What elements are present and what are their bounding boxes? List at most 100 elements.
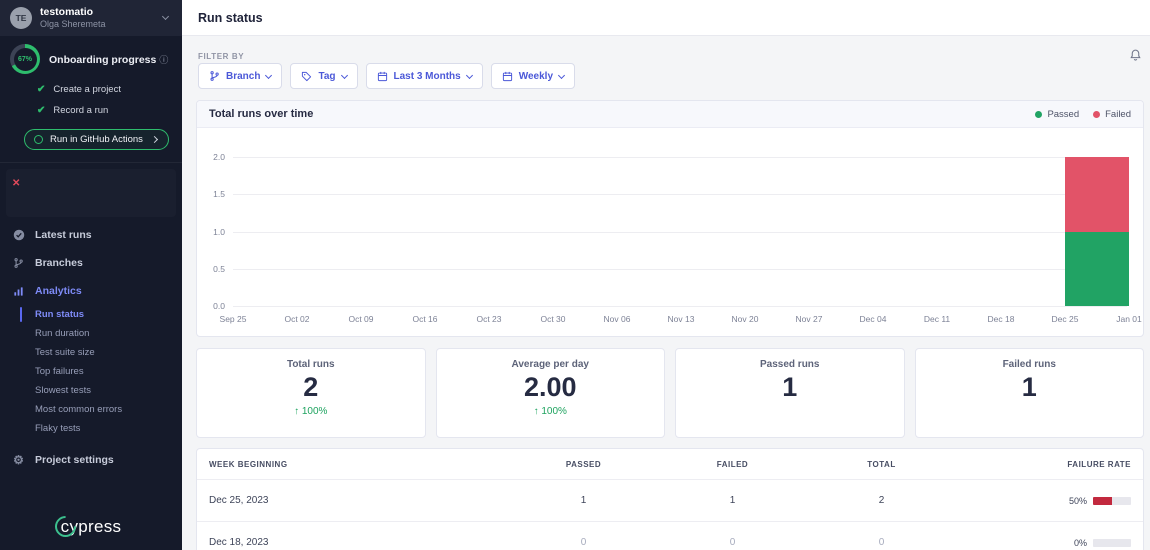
- subnav-item-slowest-tests[interactable]: Slowest tests: [0, 381, 182, 400]
- x-axis-tick: Dec 18: [987, 314, 1015, 324]
- avatar: TE: [10, 7, 32, 29]
- cell-week: Dec 25, 2023: [209, 495, 269, 506]
- branch-icon: [12, 257, 25, 269]
- bar-passed[interactable]: [1065, 231, 1129, 306]
- table-row[interactable]: Dec 25, 2023 1 1 2 50%: [197, 479, 1143, 521]
- sidebar: TE testomatio Olga Sheremeta 67% Onboard…: [0, 0, 182, 550]
- y-axis-tick: 1.0: [213, 226, 225, 237]
- x-axis-tick: Nov 27: [795, 314, 823, 324]
- onboarding-step-label: Record a run: [53, 105, 109, 116]
- table-body: Dec 25, 2023 1 1 2 50% Dec 18, 2023 0 0 0 0%: [197, 479, 1143, 550]
- stat-delta: ↑ 100%: [533, 406, 567, 418]
- nav-label: Latest runs: [35, 229, 92, 241]
- filter-branch-button[interactable]: Branch: [198, 63, 283, 89]
- chart-title: Total runs over time: [209, 108, 314, 120]
- total-runs-chart-card: Total runs over time Passed Failed 2.0 1.5…: [196, 100, 1144, 337]
- stat-label: Passed runs: [760, 359, 820, 370]
- notifications-bell-icon[interactable]: [1129, 48, 1142, 67]
- chevron-down-icon: [265, 71, 273, 79]
- tag-icon: [301, 71, 312, 82]
- org-name: testomatio: [40, 6, 94, 19]
- filter-weekly-button[interactable]: Weekly: [490, 63, 576, 89]
- y-axis-tick: 2.0: [213, 152, 225, 162]
- stat-card-failed-runs: Failed runs 1: [914, 348, 1144, 438]
- filter-tag-button[interactable]: Tag: [290, 63, 358, 89]
- sidebar-item-project-settings[interactable]: ⚙ Project settings: [0, 446, 182, 474]
- legend-label: Failed: [1105, 108, 1131, 120]
- run-in-github-actions-button[interactable]: Run in GitHub Actions: [24, 129, 169, 150]
- cell-total: 2: [878, 495, 885, 506]
- stat-label: Average per day: [511, 359, 589, 370]
- legend-item-passed[interactable]: Passed: [1035, 109, 1079, 120]
- onboarding-step: ✔ Record a run: [37, 105, 172, 116]
- table-row[interactable]: Dec 18, 2023 0 0 0 0%: [197, 521, 1143, 550]
- subnav-item-top-failures[interactable]: Top failures: [0, 362, 182, 381]
- bar-failed[interactable]: [1065, 157, 1129, 232]
- chevron-down-icon: [161, 12, 170, 21]
- subnav-item-flaky-tests[interactable]: Flaky tests: [0, 419, 182, 438]
- subnav-item-run-status[interactable]: Run status: [0, 305, 182, 324]
- cell-week: Dec 18, 2023: [209, 537, 269, 548]
- calendar-icon: [502, 71, 513, 82]
- stat-delta: ↑ 100%: [294, 406, 328, 418]
- analytics-subnav: Run status Run duration Test suite size Top…: [0, 305, 182, 438]
- weekly-runs-table-card: WEEK BEGINNING PASSED FAILED TOTAL FAILURE R…: [196, 448, 1144, 550]
- filter-label: Weekly: [518, 70, 554, 82]
- sidebar-item-analytics[interactable]: Analytics: [0, 277, 182, 305]
- filter-row: Branch Tag Last 3 Months Weekly: [198, 63, 576, 89]
- filter-label: Branch: [226, 70, 261, 82]
- filter-label: Last 3 Months: [393, 70, 461, 82]
- page-title: Run status: [198, 10, 263, 25]
- failure-rate-bar: [1093, 538, 1131, 547]
- filter-last-3-months-button[interactable]: Last 3 Months: [365, 63, 483, 89]
- bar-chart-icon: [12, 286, 25, 297]
- stat-value: 2.00: [523, 372, 577, 402]
- cell-failure-rate: 50%: [956, 496, 1131, 506]
- legend-dot-icon: [1035, 110, 1043, 118]
- gridline: [233, 268, 1127, 270]
- failure-rate-fill: [1093, 496, 1112, 505]
- y-axis-tick: 0.5: [213, 263, 225, 274]
- sidebar-item-branches[interactable]: Branches: [0, 249, 182, 277]
- cell-failure-rate: 0%: [956, 538, 1131, 548]
- legend-label: Passed: [1047, 108, 1080, 120]
- info-icon[interactable]: ⓘ: [159, 54, 169, 65]
- cypress-logo-text: cypress: [60, 517, 122, 536]
- table-header-cell: TOTAL: [867, 459, 896, 469]
- subnav-label: Test suite size: [35, 347, 95, 358]
- cell-failed: 1: [729, 495, 736, 506]
- stat-value: 1: [782, 372, 798, 402]
- nav-label: Project settings: [35, 454, 114, 466]
- subnav-item-test-suite-size[interactable]: Test suite size: [0, 343, 182, 362]
- filter-label: Tag: [318, 70, 336, 82]
- chevron-down-icon: [340, 71, 348, 79]
- x-axis-tick: Sep 25: [219, 314, 247, 324]
- legend-item-failed[interactable]: Failed: [1093, 109, 1131, 120]
- subnav-label: Slowest tests: [35, 385, 91, 396]
- x-axis-tick: Dec 04: [859, 314, 887, 324]
- x-axis-tick: Jan 01: [1116, 314, 1142, 324]
- x-axis-tick: Dec 25: [1051, 314, 1079, 324]
- subnav-label: Run duration: [35, 328, 90, 339]
- chart-plot-area: 2.0 1.5 1.0 0.5 0.0 Sep 25 Oct 02 Oct 09 Oct 16 O…: [197, 128, 1143, 336]
- onboarding-step: ✔ Create a project: [37, 84, 172, 95]
- subnav-label: Most common errors: [35, 404, 123, 415]
- org-switcher[interactable]: TE testomatio Olga Sheremeta: [0, 0, 182, 36]
- subnav-item-run-duration[interactable]: Run duration: [0, 324, 182, 343]
- gridline: [233, 306, 1127, 307]
- circle-icon: [34, 135, 43, 144]
- subnav-item-most-common-errors[interactable]: Most common errors: [0, 400, 182, 419]
- legend-dot-icon: [1093, 110, 1101, 118]
- stat-card-total-runs: Total runs 2 ↑ 100%: [196, 348, 426, 438]
- nav-label: Branches: [35, 257, 83, 269]
- close-icon[interactable]: ✕: [12, 178, 21, 189]
- onboarding-step-label: Create a project: [53, 84, 121, 95]
- main-area: Run status FILTER BY Branch Tag Last 3 Mon…: [182, 0, 1150, 550]
- calendar-icon: [377, 71, 388, 82]
- cell-passed: 1: [580, 495, 587, 506]
- x-axis-tick: Oct 30: [540, 314, 566, 324]
- onboarding-progress-ring: 67%: [10, 44, 40, 74]
- chevron-right-icon: [150, 135, 158, 144]
- sidebar-item-latest-runs[interactable]: Latest runs: [0, 221, 182, 249]
- cell-total: 0: [878, 537, 885, 548]
